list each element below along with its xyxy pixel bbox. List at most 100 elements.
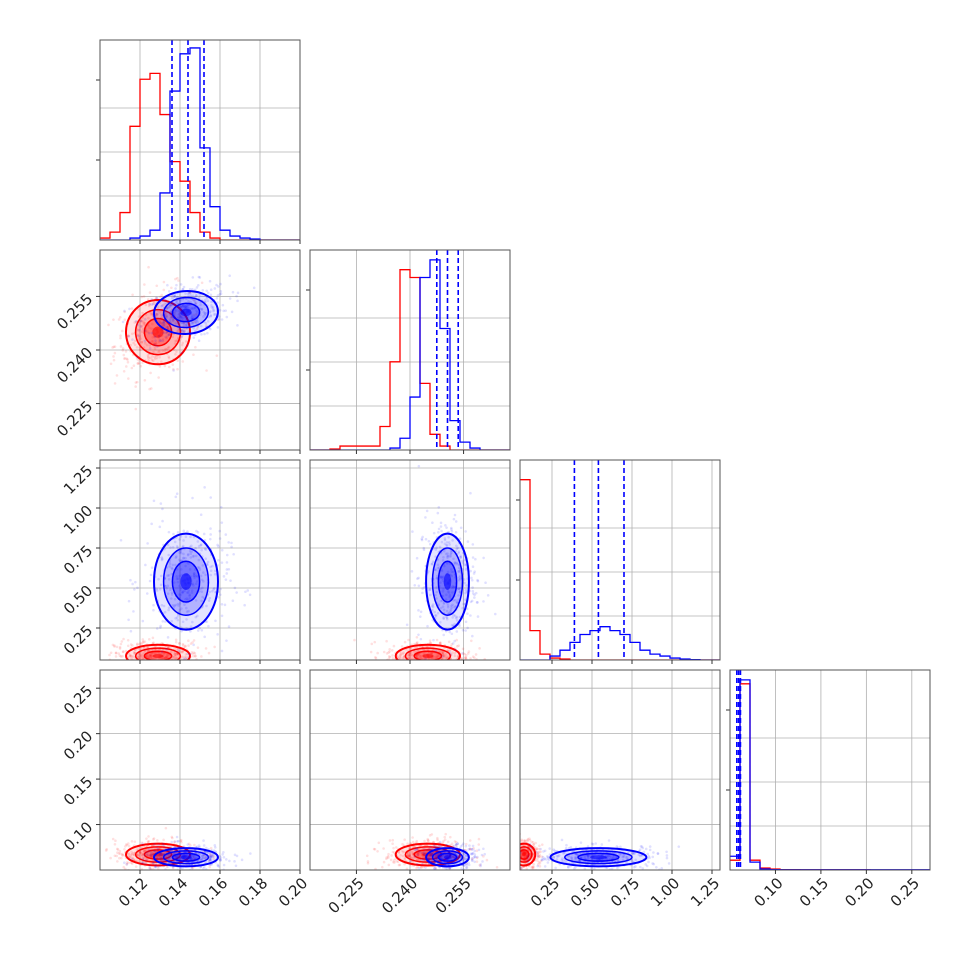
scatter-point xyxy=(417,851,420,855)
scatter-point xyxy=(198,566,201,569)
scatter-point xyxy=(200,578,204,582)
scatter-point xyxy=(209,496,213,499)
scatter-point xyxy=(427,870,430,873)
scatter-point xyxy=(209,293,213,297)
scatter-point xyxy=(159,857,162,860)
scatter-point xyxy=(484,581,487,584)
scatter-point xyxy=(196,575,199,578)
scatter-point xyxy=(421,535,424,539)
scatter-point xyxy=(467,650,471,653)
scatter-point xyxy=(457,550,461,553)
scatter-point xyxy=(608,857,612,860)
scatter-point xyxy=(140,330,144,333)
scatter-point xyxy=(625,856,629,859)
scatter-point xyxy=(146,298,150,301)
scatter-point xyxy=(141,852,145,856)
scatter-point xyxy=(139,641,142,645)
scatter-point xyxy=(205,620,209,623)
scatter-point xyxy=(424,667,427,670)
scatter-point xyxy=(546,855,549,858)
scatter-point xyxy=(420,851,424,854)
scatter-point xyxy=(429,854,432,858)
scatter-point xyxy=(436,653,440,657)
scatter-point xyxy=(150,327,153,330)
scatter-point xyxy=(648,848,652,852)
scatter-point xyxy=(464,656,467,660)
scatter-point xyxy=(542,850,545,853)
scatter-point xyxy=(467,848,470,851)
scatter-point xyxy=(164,585,168,588)
scatter-point xyxy=(136,586,139,590)
scatter-point xyxy=(194,655,197,658)
scatter-point xyxy=(212,855,215,858)
scatter-points-series-1 xyxy=(405,464,497,660)
scatter-point xyxy=(437,531,440,534)
scatter-panel-2-0: 0.250.500.751.001.25 xyxy=(60,459,301,664)
scatter-point xyxy=(129,578,132,582)
scatter-point xyxy=(428,645,432,648)
scatter-point xyxy=(554,866,557,870)
scatter-point xyxy=(444,832,448,836)
scatter-point xyxy=(161,338,165,341)
scatter-point xyxy=(144,848,148,852)
scatter-point xyxy=(445,615,448,619)
scatter-point xyxy=(148,302,151,306)
scatter-point xyxy=(163,323,166,326)
scatter-point xyxy=(406,854,409,857)
scatter-point xyxy=(195,657,198,660)
scatter-point xyxy=(454,616,458,620)
scatter-point xyxy=(437,845,440,848)
scatter-point xyxy=(396,860,400,864)
scatter-point xyxy=(149,356,152,360)
scatter-point xyxy=(210,854,214,858)
scatter-point xyxy=(178,608,182,612)
scatter-point xyxy=(599,877,602,880)
scatter-point xyxy=(422,666,425,669)
y-tick-label: 1.00 xyxy=(60,502,96,538)
scatter-point xyxy=(465,862,468,866)
scatter-point xyxy=(182,330,186,334)
scatter-point xyxy=(606,855,609,859)
scatter-point xyxy=(434,866,438,870)
scatter-point xyxy=(173,540,177,544)
scatter-point xyxy=(471,556,475,559)
scatter-point xyxy=(180,304,184,308)
scatter-point xyxy=(473,656,476,659)
scatter-point xyxy=(123,309,126,313)
scatter-point xyxy=(137,338,141,342)
scatter-point xyxy=(455,600,459,604)
scatter-point xyxy=(426,837,430,841)
scatter-point xyxy=(208,852,212,856)
scatter-point xyxy=(93,847,96,850)
scatter-point xyxy=(148,579,152,583)
scatter-point xyxy=(176,295,179,299)
scatter-point xyxy=(156,849,160,853)
scatter-point xyxy=(199,587,202,591)
scatter-point xyxy=(434,844,438,848)
scatter-point xyxy=(149,853,152,857)
scatter-point xyxy=(195,309,198,312)
scatter-point xyxy=(464,591,467,595)
scatter-point xyxy=(166,306,169,310)
scatter-point xyxy=(183,330,186,334)
scatter-point xyxy=(453,661,456,664)
scatter-point xyxy=(438,664,441,667)
scatter-point xyxy=(158,365,162,368)
scatter-point xyxy=(402,665,405,668)
scatter-point xyxy=(121,347,125,350)
scatter-point xyxy=(172,852,175,856)
scatter-point xyxy=(119,336,122,340)
scatter-point xyxy=(170,591,174,594)
scatter-point xyxy=(389,666,392,669)
scatter-point xyxy=(154,342,158,345)
scatter-point xyxy=(514,855,517,858)
scatter-point xyxy=(209,857,212,860)
scatter-point xyxy=(181,360,185,363)
scatter-point xyxy=(191,555,195,558)
scatter-point xyxy=(463,581,466,585)
scatter-point xyxy=(165,336,169,339)
scatter-point xyxy=(416,853,420,857)
scatter-point xyxy=(189,556,193,559)
scatter-point xyxy=(442,654,446,658)
y-tick-label: 0.50 xyxy=(60,582,96,618)
